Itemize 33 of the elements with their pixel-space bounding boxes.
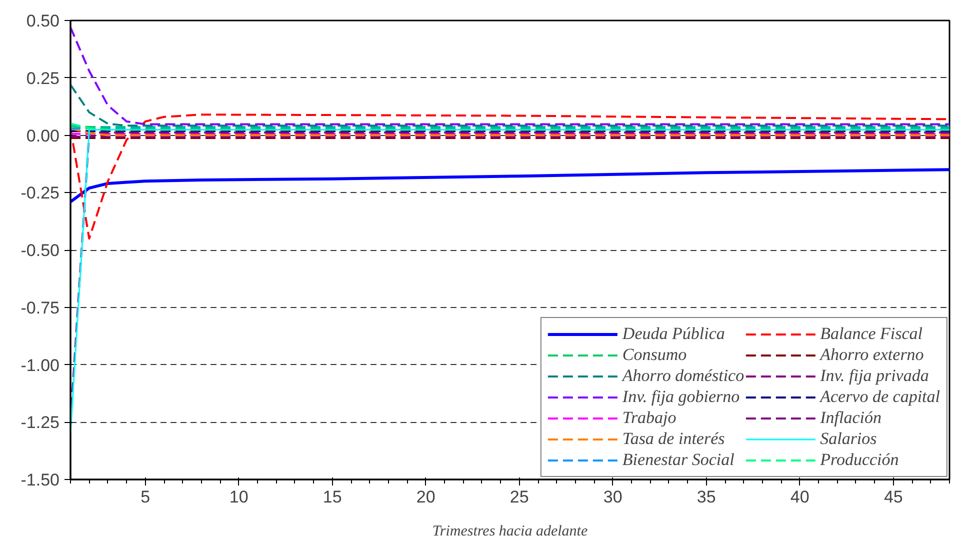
- x-tick-label: 30: [603, 488, 622, 506]
- x-tick-label: 35: [696, 488, 716, 506]
- y-tick-label: -1.50: [20, 470, 60, 490]
- y-tick-label: -1.00: [20, 356, 60, 375]
- legend-label: Tasa de interés: [622, 429, 725, 449]
- legend-label: Ahorro doméstico: [622, 366, 744, 386]
- x-tick-label: 20: [416, 488, 436, 506]
- y-tick-label: -0.50: [20, 241, 60, 260]
- x-tick-label: 45: [884, 488, 903, 506]
- y-tick-label: 0.00: [26, 126, 60, 146]
- legend-label: Ahorro externo: [820, 345, 924, 365]
- legend-label: Producción: [820, 450, 899, 470]
- legend-label: Consumo: [622, 345, 687, 365]
- x-axis-title: Trimestres hacia adelante: [432, 524, 588, 540]
- x-tick-label: 5: [140, 488, 150, 506]
- legend-label: Trabajo: [622, 408, 676, 428]
- legend-label: Bienestar Social: [622, 450, 734, 470]
- x-tick-label: 10: [229, 488, 248, 506]
- legend-label: Inv. fija gobierno: [622, 387, 740, 407]
- legend-label: Acervo de capital: [820, 387, 940, 407]
- x-tick-label: 40: [790, 488, 810, 506]
- y-tick-label: 0.25: [26, 68, 60, 88]
- legend-label: Deuda Pública: [622, 324, 725, 344]
- y-tick-label: 0.50: [26, 12, 60, 30]
- legend-label: Inflación: [820, 408, 882, 428]
- y-tick-label: -0.75: [20, 298, 60, 318]
- x-tick-label: 15: [322, 488, 342, 506]
- y-tick-label: -1.25: [20, 413, 60, 432]
- legend-label: Inv. fija privada: [820, 366, 929, 386]
- y-tick-label: -0.25: [20, 184, 60, 203]
- legend-label: Salarios: [820, 429, 877, 449]
- x-tick-label: 25: [510, 488, 529, 506]
- legend-label: Balance Fiscal: [820, 324, 923, 344]
